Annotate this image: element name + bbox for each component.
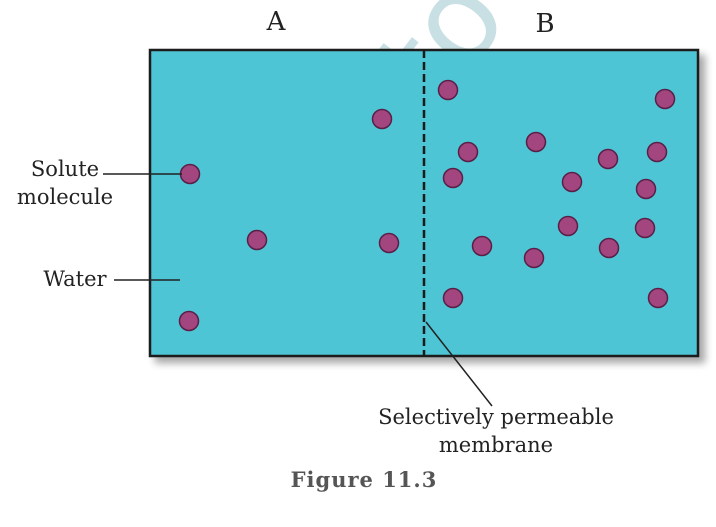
solute-molecule xyxy=(598,237,620,259)
solute-molecule xyxy=(561,171,583,193)
solute-label-line2: molecule xyxy=(17,185,113,209)
solute-molecule xyxy=(442,167,464,189)
solute-molecule xyxy=(557,215,579,237)
solute-molecule xyxy=(178,310,200,332)
solute-molecule xyxy=(597,148,619,170)
membrane-leader-line xyxy=(425,321,493,407)
solute-molecule xyxy=(179,163,201,185)
solute-molecule xyxy=(654,88,676,110)
side-a-label: A xyxy=(266,7,287,37)
solute-molecule xyxy=(371,108,393,130)
solute-molecule xyxy=(635,178,657,200)
membrane-label-line2: membrane xyxy=(439,433,553,457)
solute-molecule xyxy=(523,247,545,269)
solute-molecule xyxy=(442,287,464,309)
solute-molecule xyxy=(437,79,459,101)
solute-molecule xyxy=(471,235,493,257)
solute-molecule xyxy=(525,131,547,153)
solute-molecule xyxy=(646,141,668,163)
figure-caption: Figure 11.3 xyxy=(291,467,438,492)
solute-label-line1: Solute xyxy=(31,157,99,181)
water-label: Water xyxy=(43,267,107,291)
water-container xyxy=(148,48,700,358)
side-b-label: B xyxy=(535,9,554,39)
membrane-label-line1: Selectively permeable xyxy=(378,405,614,429)
solute-molecule xyxy=(647,287,669,309)
solute-molecule xyxy=(246,229,268,251)
solute-molecule xyxy=(634,217,656,239)
solute-molecules xyxy=(178,79,676,332)
solute-molecule xyxy=(378,232,400,254)
solute-molecule xyxy=(457,141,479,163)
